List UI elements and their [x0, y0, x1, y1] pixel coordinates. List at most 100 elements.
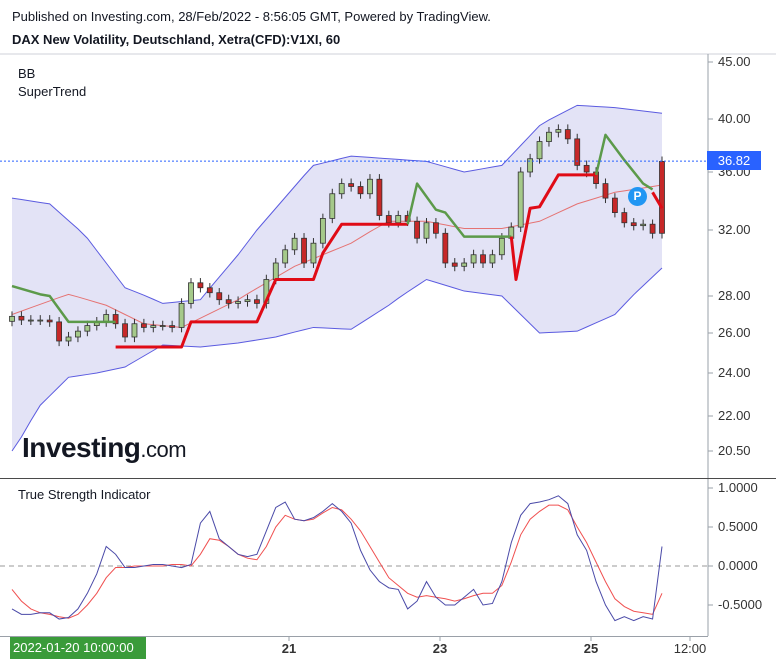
supertrend-segment [406, 182, 512, 238]
legend-bb[interactable]: BB [18, 66, 36, 81]
candle [319, 213, 326, 249]
candle [480, 249, 486, 268]
candle-body [611, 197, 618, 214]
candle [225, 294, 232, 309]
candle [367, 174, 373, 199]
candle-body [244, 299, 251, 302]
candle [112, 309, 119, 329]
candle-body [442, 232, 449, 264]
candle-body [84, 325, 91, 332]
supertrend-segment [509, 173, 597, 281]
published-note: Published on Investing.com, 28/Feb/2022 … [12, 9, 491, 24]
candle-body [46, 319, 53, 323]
candle [159, 320, 166, 331]
bollinger-bands [11, 104, 663, 452]
tsi-tick-label: -0.5000 [718, 597, 762, 612]
candle [169, 320, 176, 333]
candle-body [235, 301, 241, 304]
candle-body [18, 315, 25, 321]
candle-body [583, 164, 590, 173]
candle-body [329, 193, 336, 219]
y-tick-label: 26.00 [718, 325, 751, 340]
investing-logo: Investing.com [22, 432, 187, 463]
candle [56, 316, 63, 347]
candle [659, 156, 665, 239]
candle-body [517, 171, 524, 228]
candle-body [272, 262, 279, 280]
candle-body [56, 321, 63, 342]
candle [188, 278, 194, 309]
candle [517, 167, 524, 233]
candle-body [75, 330, 81, 338]
candle-body [649, 223, 656, 234]
supertrend-segment [594, 133, 654, 191]
candle [65, 331, 72, 347]
candle [122, 318, 128, 343]
tsi-pane: 1.0000 0.5000 0.0000 -0.5000 [0, 480, 762, 622]
y-tick-label: 45.00 [718, 54, 751, 69]
candle [602, 178, 609, 204]
candle-body [574, 138, 581, 166]
tsi-signal-line [11, 504, 663, 619]
candle [640, 219, 647, 231]
candle-body [131, 323, 138, 338]
candle [555, 124, 562, 138]
candle-body [659, 160, 665, 234]
tsi-tick-label: 0.5000 [718, 519, 758, 534]
candle [357, 181, 364, 199]
supertrend-segment [651, 191, 664, 210]
candle [433, 218, 439, 239]
candle [131, 318, 138, 343]
candle [621, 207, 628, 228]
candle [197, 278, 204, 293]
candle-body [188, 282, 194, 304]
candle-body [423, 222, 430, 239]
y-tick-label: 28.00 [718, 288, 751, 303]
candle [574, 133, 581, 171]
candle [451, 258, 458, 272]
candle-body [376, 178, 383, 216]
candle-body [602, 183, 609, 199]
candle [46, 315, 53, 327]
p-marker[interactable]: P [628, 187, 647, 206]
y-tick-label: 32.00 [718, 222, 751, 237]
candle [254, 294, 260, 309]
legend-supertrend[interactable]: SuperTrend [18, 84, 87, 99]
candle [310, 238, 317, 268]
candle-body [301, 237, 307, 264]
candle [84, 320, 91, 337]
candle [301, 233, 307, 268]
candle [150, 320, 157, 333]
candle [178, 298, 185, 333]
candle-body [27, 319, 34, 322]
candle [329, 188, 336, 224]
bb-upper [11, 104, 663, 304]
candle-body [37, 319, 44, 322]
candle [206, 283, 213, 298]
candle-body [357, 186, 364, 195]
bb-basis [11, 184, 663, 328]
candle-body [451, 262, 458, 267]
candle [9, 311, 15, 327]
y-tick-label: 40.00 [718, 111, 751, 126]
supertrend-segment [11, 284, 116, 324]
candle-body [527, 158, 534, 173]
candle [423, 218, 430, 244]
candle-body [470, 254, 477, 264]
candle-body [395, 215, 402, 224]
candle-body [282, 249, 289, 264]
candle-body [338, 183, 345, 195]
candle-body [140, 323, 147, 328]
candle [461, 258, 468, 272]
candle-body [178, 302, 185, 328]
candle-body [367, 178, 373, 195]
candle-body [291, 237, 298, 251]
tsi-line [11, 495, 663, 622]
candle-body [536, 141, 543, 160]
candle-body [216, 292, 223, 301]
candle-body [254, 299, 260, 304]
candle-body [9, 315, 15, 322]
current-price-tag: 36.82 [707, 151, 761, 170]
symbol-title: DAX New Volatility, Deutschland, Xetra(C… [12, 32, 341, 47]
